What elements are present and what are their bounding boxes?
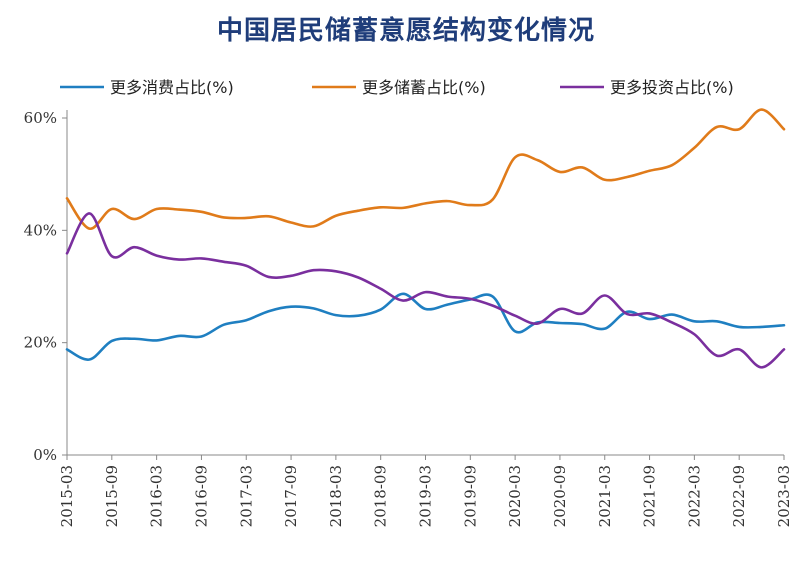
chart-title: 中国居民储蓄意愿结构变化情况 [216,16,595,46]
x-tick-label: 2018-09 [372,465,390,527]
x-tick-label: 2015-09 [103,465,121,527]
x-tick-label: 2018-03 [327,465,345,527]
y-tick-label: 0% [33,446,57,464]
x-tick-label: 2016-09 [192,465,210,527]
x-tick-label: 2017-03 [237,465,255,527]
x-tick-label: 2016-03 [148,465,166,527]
x-tick-label: 2022-03 [685,465,703,527]
y-tick-label: 20% [24,334,57,352]
x-tick-label: 2019-03 [417,465,435,527]
y-tick-label: 40% [24,221,57,239]
y-tick-label: 60% [24,109,57,127]
series-lines [65,108,786,369]
x-tick-label: 2023-03 [775,465,793,527]
series-line-consumption [65,292,786,361]
legend: 更多消费占比(%) 更多储蓄占比(%) 更多投资占比(%) [60,78,734,97]
x-tick-label: 2017-09 [282,465,300,527]
series-line-savings [65,108,786,230]
x-tick-label: 2022-09 [730,465,748,527]
legend-label-savings: 更多储蓄占比(%) [362,78,486,97]
legend-label-consumption: 更多消费占比(%) [110,78,234,97]
x-tick-label: 2020-09 [551,465,569,527]
axes: 0% 20% 40% 60% 2015-03 2015-09 2016-03 2016-09 2… [24,109,793,527]
x-tick-label: 2021-03 [596,465,614,527]
series-line-investment [65,212,786,369]
legend-label-investment: 更多投资占比(%) [610,78,734,97]
x-tick-label: 2019-09 [461,465,479,527]
x-tick-label: 2015-03 [58,465,76,527]
x-tick-label: 2020-03 [506,465,524,527]
x-tick-label: 2021-09 [641,465,659,527]
